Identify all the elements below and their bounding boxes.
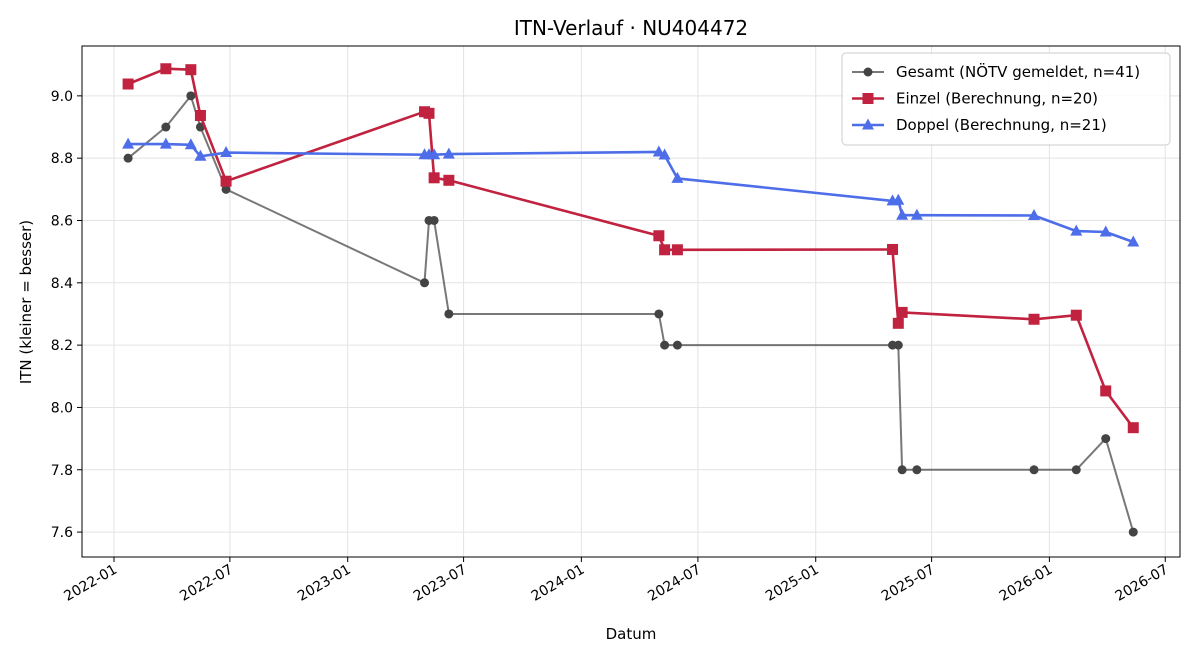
data-point xyxy=(1028,313,1040,325)
data-point xyxy=(892,317,904,329)
data-point xyxy=(444,309,454,319)
data-point xyxy=(160,63,172,75)
data-point xyxy=(912,465,922,475)
data-point xyxy=(122,78,134,90)
chart-title: ITN-Verlauf · NU404472 xyxy=(514,16,748,40)
data-point xyxy=(159,137,172,149)
legend-box xyxy=(841,52,1171,146)
data-point xyxy=(1029,465,1039,475)
data-point xyxy=(1070,224,1083,236)
data-point xyxy=(672,340,682,350)
data-point xyxy=(671,244,683,256)
data-point xyxy=(443,174,455,186)
y-tick-label: 8.6 xyxy=(51,213,73,229)
data-point xyxy=(428,148,441,160)
y-tick-label: 7.6 xyxy=(51,525,73,541)
data-point xyxy=(220,146,233,158)
data-point xyxy=(185,64,197,76)
data-point xyxy=(221,184,231,194)
legend-marker xyxy=(862,93,874,104)
data-point xyxy=(910,208,923,220)
data-point xyxy=(892,193,905,205)
legend: Gesamt (NÖTV gemeldet, n=41) Einzel (Bere… xyxy=(841,52,1171,146)
y-axis-ticks: 7.6 7.8 8.0 8.2 8.4 8.6 8.8 9.0 xyxy=(51,89,82,541)
data-point xyxy=(123,153,133,163)
y-axis-label: ITN (kleiner = besser) xyxy=(17,220,35,384)
data-point xyxy=(896,208,909,220)
series-0 xyxy=(123,91,1138,537)
data-point xyxy=(428,172,440,184)
series-2 xyxy=(122,137,1140,247)
data-point xyxy=(186,91,196,101)
data-point xyxy=(1028,209,1041,221)
data-point xyxy=(1100,385,1112,397)
data-point xyxy=(184,138,197,150)
data-point xyxy=(658,148,671,160)
x-axis-label: Datum xyxy=(606,625,657,643)
data-point xyxy=(442,147,455,159)
data-point xyxy=(1101,434,1111,444)
data-point xyxy=(659,244,671,256)
data-point xyxy=(423,107,435,119)
data-point xyxy=(887,243,899,255)
data-point xyxy=(1071,465,1081,475)
data-point xyxy=(671,171,684,183)
data-point xyxy=(654,309,664,319)
legend-entry: Einzel (Berechnung, n=20) xyxy=(896,90,1098,108)
data-point xyxy=(893,340,903,350)
y-tick-label: 8.2 xyxy=(51,338,73,354)
data-point xyxy=(1099,225,1112,237)
data-point xyxy=(896,306,908,318)
legend-entry: Gesamt (NÖTV gemeldet, n=41) xyxy=(896,62,1140,81)
series-line xyxy=(127,94,1135,533)
data-point xyxy=(161,122,171,132)
series-layer xyxy=(122,63,1140,537)
data-point xyxy=(194,149,207,161)
series-1 xyxy=(122,63,1139,434)
y-tick-label: 7.8 xyxy=(51,463,73,479)
data-point xyxy=(1127,422,1139,434)
legend-entry: Doppel (Berechnung, n=21) xyxy=(896,116,1107,134)
data-point xyxy=(653,230,665,242)
data-point xyxy=(1128,527,1138,537)
legend-marker xyxy=(863,67,873,77)
legend-marker xyxy=(862,118,874,130)
data-point xyxy=(660,340,670,350)
data-point xyxy=(420,278,430,288)
y-tick-label: 8.4 xyxy=(51,276,73,292)
data-point xyxy=(429,215,439,225)
data-point xyxy=(897,465,907,475)
data-point xyxy=(1127,235,1140,247)
data-point xyxy=(194,109,206,121)
data-point xyxy=(122,137,135,149)
y-tick-label: 8.0 xyxy=(51,400,73,416)
y-tick-label: 9.0 xyxy=(51,89,73,105)
y-tick-label: 8.8 xyxy=(51,151,73,167)
data-point xyxy=(1070,309,1082,321)
data-point xyxy=(220,175,232,187)
plot-frame xyxy=(81,45,1181,558)
